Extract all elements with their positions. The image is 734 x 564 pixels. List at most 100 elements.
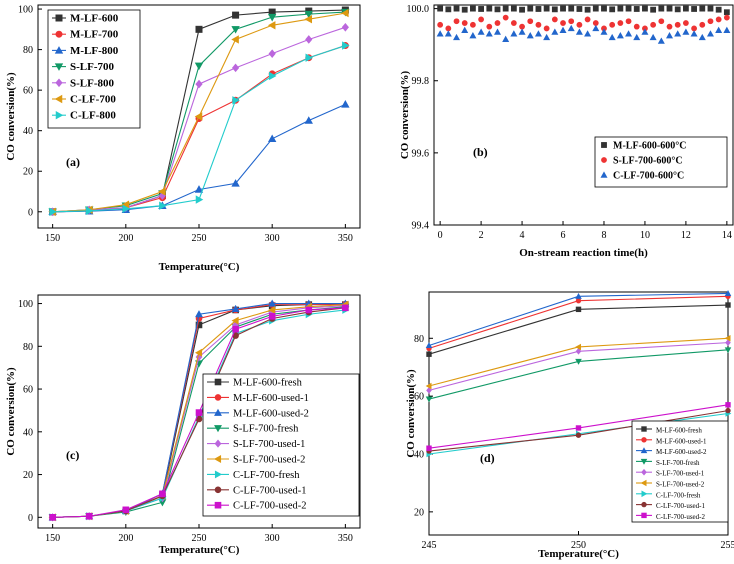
panel-b-point [658, 18, 665, 25]
panel-c-legend-entry [207, 486, 229, 494]
panel-d-y-axis-label: CO conversion(%) [405, 369, 417, 458]
panel-b-point [715, 16, 722, 23]
panel-d-series-S-LF-700-used-2 [425, 335, 731, 390]
panel-b-point [650, 6, 657, 13]
panel-d-point [575, 358, 582, 365]
panel-c-y-axis-label: CO conversion(%) [5, 367, 17, 456]
panel-a-legend-marker [55, 78, 63, 88]
panel-a-point [267, 13, 277, 22]
panel-b-point [707, 5, 714, 12]
panel-d-ytick-label: 40 [414, 450, 424, 461]
panel-c-point [195, 409, 203, 416]
panel-b-point [609, 6, 616, 13]
panel-d-ytick-label: 80 [414, 334, 424, 345]
panel-b-point [527, 5, 534, 12]
panel-c-point [195, 310, 203, 318]
panel-a-xtick-label: 300 [265, 233, 280, 244]
panel-b-point [494, 6, 501, 13]
panel-a-legend-entry [52, 14, 66, 22]
panel-c-point [85, 512, 93, 520]
panel-b-series-C-LF-700-600°C [436, 24, 731, 44]
panel-b-point [723, 14, 730, 21]
panel-d-point [575, 292, 582, 299]
panel-b-tag: (b) [473, 145, 488, 159]
panel-b-xtick-label: 0 [438, 230, 443, 241]
panel-b-x-axis-label: On-stream reaction time(h) [519, 247, 648, 259]
panel-d-legend-label: M-LF-600-used-2 [656, 448, 707, 456]
panel-a-legend-label: M-LF-600 [70, 13, 119, 25]
panel-c-legend-entry [207, 408, 229, 416]
panel-b-point [576, 6, 583, 12]
panel-a-legend-entry [52, 30, 66, 38]
panel-c-point [122, 506, 130, 514]
panel-a-point [122, 204, 131, 213]
panel-a-point [232, 63, 240, 73]
panel-b-point [666, 5, 673, 12]
panel-b-point [453, 33, 461, 41]
panel-d-series-S-LF-700-used-1 [426, 339, 731, 394]
panel-c-xtick-label: 300 [265, 533, 280, 544]
panel-d-point [426, 387, 432, 394]
panel-a-point [304, 10, 313, 19]
panel-c-legend-marker [214, 408, 222, 416]
panel-d-series-C-LF-700-used-1 [426, 407, 731, 454]
panel-b-point [461, 6, 468, 13]
panel-d-point [725, 402, 731, 408]
panel-d-ytick-label: 60 [414, 392, 424, 403]
panel-b-point [625, 30, 633, 37]
panel-a-xtick-label: 250 [192, 233, 207, 244]
panel-b-point [510, 20, 517, 26]
panel-a-legend-entry [52, 63, 66, 71]
panel-b-point [518, 28, 526, 35]
panel-b-point [526, 32, 534, 39]
panel-a-point [158, 187, 166, 196]
panel-d-legend-entry [636, 468, 652, 476]
panel-d-point [425, 342, 433, 349]
panel-b-point [560, 20, 566, 26]
panel-a-xtick-label: 150 [45, 233, 60, 244]
panel-a-legend-label: C-LF-800 [70, 110, 116, 122]
panel-b-point [502, 5, 509, 12]
panel-b-point [453, 18, 460, 25]
panel-b-xtick-label: 2 [479, 230, 484, 241]
panel-a-legend-label: C-LF-700 [70, 94, 116, 106]
panel-b-point [527, 18, 534, 25]
panel-d-legend-entry [636, 490, 652, 498]
panel-b-legend-label: M-LF-600-600°C [613, 141, 686, 152]
panel-b-point [641, 28, 649, 35]
panel-d-legend-marker [640, 479, 647, 487]
panel-b-point [706, 30, 714, 37]
panel-d-point [725, 407, 731, 414]
panel-a-legend-marker [54, 94, 63, 104]
panel-c-legend-label: M-LF-600-fresh [233, 378, 303, 389]
panel-b-xtick-label: 4 [520, 230, 525, 241]
panel-a-legend-marker [54, 46, 64, 54]
panel-d-legend-label: C-LF-700-fresh [656, 491, 701, 499]
panel-d-point [575, 306, 582, 313]
panel-d-legend-marker [641, 501, 647, 508]
panel-b-point [485, 30, 493, 37]
panel-b-ytick-label: 100.0 [407, 4, 430, 15]
panel-d-legend-label: M-LF-600-used-1 [656, 437, 707, 445]
panel-c-legend-entry [207, 378, 229, 386]
panel-d-legend-box [631, 420, 729, 523]
panel-b-point [699, 5, 706, 12]
panel-d-series-C-LF-700-used-2 [426, 402, 731, 451]
panel-b-point [666, 23, 673, 30]
panel-a-point [231, 26, 240, 34]
panel-b-point [674, 30, 682, 37]
panel-c-xtick-label: 250 [192, 533, 207, 544]
panel-a-ytick-label: 80 [23, 45, 33, 56]
panel-a-point [195, 25, 203, 33]
panel-d-series-M-LF-600-used-2 [425, 290, 732, 349]
panel-d-xtick-label: 250 [571, 540, 586, 551]
panel-b-point [584, 30, 592, 37]
panel-b-xtick-label: 10 [640, 230, 650, 241]
panel-a-point [159, 201, 167, 210]
panel-b-point [633, 33, 641, 41]
panel-c-point [268, 313, 276, 320]
panel-d-legend-label: C-LF-700-used-1 [656, 502, 705, 510]
panel-d-point [575, 347, 582, 355]
panel-b-point [698, 33, 706, 41]
panel-c-legend-entry [207, 439, 229, 448]
